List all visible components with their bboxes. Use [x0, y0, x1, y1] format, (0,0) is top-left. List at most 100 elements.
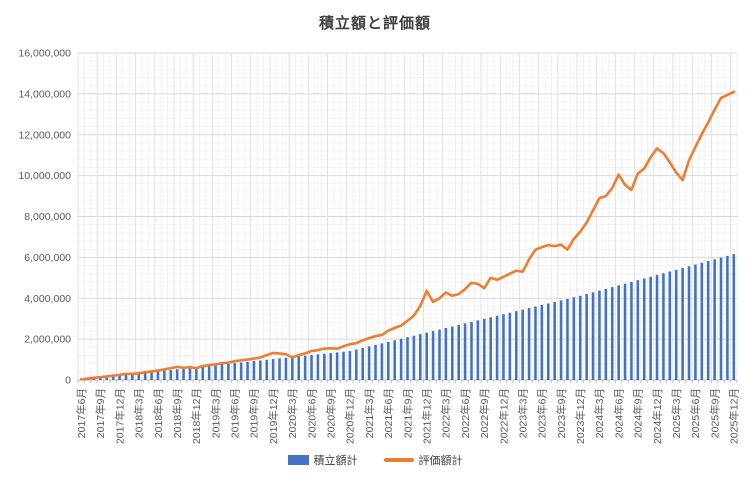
y-axis-tick-label: 14,000,000: [18, 88, 71, 100]
x-axis-tick-label: 2020年3月: [286, 388, 299, 438]
bar: [502, 314, 505, 380]
bar: [610, 287, 614, 380]
bar: [649, 276, 652, 380]
bar: [495, 315, 499, 380]
bar: [361, 347, 365, 380]
bar: [444, 328, 448, 380]
y-axis-tick-label: 10,000,000: [18, 170, 71, 182]
y-axis-tick-label: 16,000,000: [18, 48, 71, 60]
bar: [387, 341, 390, 380]
bar: [303, 355, 307, 380]
bar: [591, 292, 595, 380]
bar: [578, 295, 582, 380]
x-axis-tick-label: 2018年12月: [190, 388, 203, 444]
bar: [406, 337, 409, 380]
bar: [271, 359, 275, 380]
bar: [99, 377, 102, 380]
y-axis-tick-label: 6,000,000: [24, 252, 71, 264]
x-axis-tick-label: 2017年6月: [75, 388, 88, 438]
bar: [175, 369, 179, 380]
bar-series-swatch: [287, 455, 309, 465]
bar: [374, 344, 377, 380]
x-axis-tick-label: 2024年12月: [651, 388, 664, 444]
x-axis-tick-label: 2019年6月: [229, 388, 242, 438]
bar: [169, 369, 173, 380]
x-axis-tick-label: 2025年12月: [728, 388, 741, 444]
bar: [489, 317, 492, 380]
x-axis-tick-label: 2025年9月: [708, 388, 721, 438]
x-axis-tick-label: 2018年3月: [133, 388, 146, 438]
x-axis-tick-label: 2023年9月: [555, 388, 568, 438]
legend-item-hyouka: 評価額計: [383, 452, 463, 468]
bar: [470, 321, 473, 380]
bar: [246, 361, 249, 380]
bar: [316, 354, 320, 380]
x-axis-tick-label: 2019年3月: [209, 388, 222, 438]
x-axis-tick-label: 2021年6月: [382, 388, 395, 438]
bar: [380, 343, 384, 380]
x-axis-tick-label: 2022年6月: [459, 388, 472, 438]
legend-label-hyouka: 評価額計: [418, 455, 463, 467]
bar: [655, 274, 659, 380]
bar: [163, 370, 166, 380]
legend-label-tsumitate: 積立額計: [313, 455, 358, 467]
x-axis-tick-label: 2022年9月: [478, 388, 491, 438]
bar: [310, 355, 313, 380]
bar: [604, 288, 608, 380]
bar: [323, 353, 326, 380]
bar: [259, 360, 262, 380]
bar: [617, 285, 620, 380]
bar: [367, 346, 371, 380]
bar: [566, 298, 569, 380]
bar: [355, 349, 358, 380]
bar: [514, 311, 518, 380]
x-axis-tick-label: 2025年6月: [689, 388, 702, 438]
x-axis-tick-label: 2024年9月: [632, 388, 645, 438]
bar: [674, 269, 678, 380]
bar: [182, 368, 185, 380]
bar: [559, 300, 563, 380]
bar: [438, 329, 441, 380]
bar: [476, 320, 480, 380]
x-axis-tick-label: 2019年9月: [248, 388, 261, 438]
legend-item-tsumitate: 積立額計: [287, 452, 358, 468]
x-axis-tick-label: 2018年6月: [152, 388, 165, 438]
x-axis-tick-label: 2017年9月: [94, 388, 107, 438]
x-axis-tick-label: 2023年6月: [536, 388, 549, 438]
bar: [118, 375, 121, 380]
chart-legend: 積立額計 評価額計: [0, 452, 750, 468]
bar: [214, 365, 217, 380]
bar: [207, 365, 211, 380]
bar: [156, 371, 160, 380]
bar: [412, 335, 416, 380]
x-axis-tick-label: 2023年3月: [516, 388, 529, 438]
x-axis-tick-label: 2020年6月: [305, 388, 318, 438]
bar: [291, 357, 294, 380]
bar: [124, 374, 128, 380]
x-axis-tick-label: 2021年3月: [363, 388, 376, 438]
bar: [105, 376, 109, 380]
bar: [623, 283, 627, 380]
bar: [540, 305, 544, 380]
bar: [662, 273, 665, 380]
line-series-swatch: [383, 458, 414, 462]
y-axis-tick-label: 4,000,000: [24, 293, 71, 305]
bar: [393, 340, 397, 380]
x-axis-tick-label: 2019年12月: [267, 388, 280, 444]
bar: [553, 301, 556, 380]
bar: [732, 254, 736, 380]
bar: [342, 351, 345, 380]
bar: [598, 290, 601, 380]
bar: [201, 366, 205, 380]
x-axis-tick-label: 2021年12月: [420, 388, 433, 444]
value-line: [79, 90, 736, 381]
bar: [278, 358, 281, 380]
x-axis-tick-label: 2018年9月: [171, 388, 184, 438]
chart-title: 積立額と評価額: [318, 15, 431, 32]
x-axis-tick-label: 2020年9月: [325, 388, 338, 438]
x-axis-tick-label: 2023年12月: [574, 388, 587, 444]
x-axis-tick-label: 2024年6月: [612, 388, 625, 438]
bar: [706, 261, 710, 380]
bar: [527, 308, 531, 380]
